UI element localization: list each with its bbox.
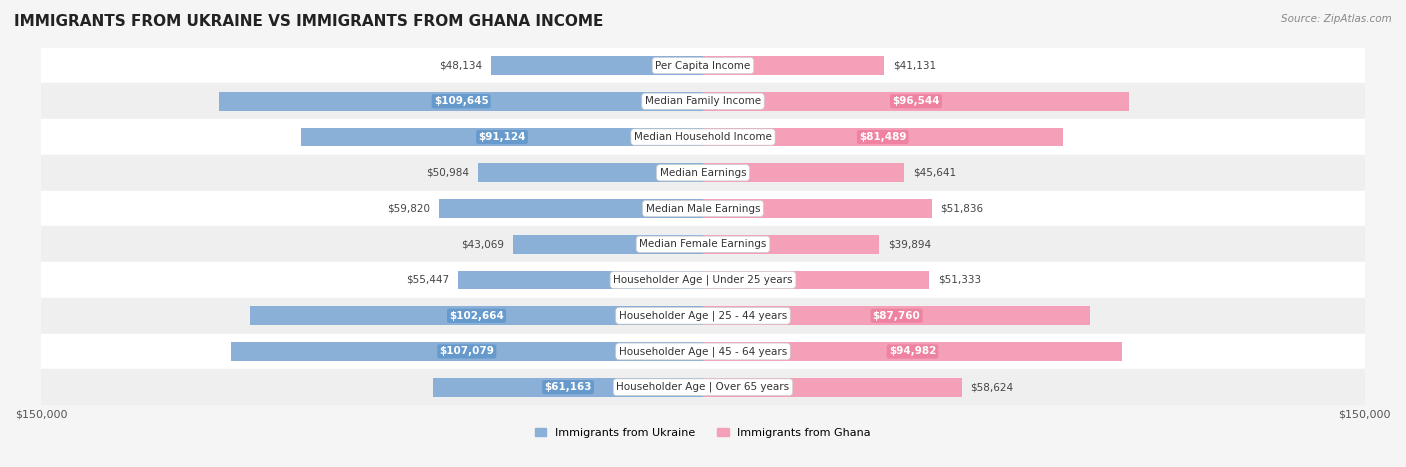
Text: $61,163: $61,163 xyxy=(544,382,592,392)
Text: Source: ZipAtlas.com: Source: ZipAtlas.com xyxy=(1281,14,1392,24)
Text: Householder Age | 45 - 64 years: Householder Age | 45 - 64 years xyxy=(619,346,787,357)
Text: Median Earnings: Median Earnings xyxy=(659,168,747,178)
Bar xyxy=(41,119,1365,155)
Text: Householder Age | Under 25 years: Householder Age | Under 25 years xyxy=(613,275,793,285)
Text: $51,836: $51,836 xyxy=(941,204,984,213)
Bar xyxy=(491,56,703,75)
Bar xyxy=(513,235,703,254)
Bar xyxy=(703,199,932,218)
Text: $109,645: $109,645 xyxy=(434,96,488,106)
Bar xyxy=(41,262,1365,298)
Text: IMMIGRANTS FROM UKRAINE VS IMMIGRANTS FROM GHANA INCOME: IMMIGRANTS FROM UKRAINE VS IMMIGRANTS FR… xyxy=(14,14,603,29)
Text: $59,820: $59,820 xyxy=(387,204,430,213)
Text: $96,544: $96,544 xyxy=(893,96,939,106)
Text: $102,664: $102,664 xyxy=(449,311,503,321)
Text: $48,134: $48,134 xyxy=(439,61,482,71)
Bar xyxy=(301,127,703,147)
Text: $51,333: $51,333 xyxy=(938,275,981,285)
Text: $58,624: $58,624 xyxy=(970,382,1014,392)
Bar xyxy=(703,378,962,396)
Bar xyxy=(703,342,1122,361)
Bar xyxy=(458,270,703,290)
Bar xyxy=(41,84,1365,119)
Text: $94,982: $94,982 xyxy=(889,347,936,356)
Bar xyxy=(703,306,1090,325)
Bar xyxy=(219,92,703,111)
Bar xyxy=(41,369,1365,405)
Bar xyxy=(41,333,1365,369)
Text: $43,069: $43,069 xyxy=(461,239,505,249)
Bar xyxy=(41,155,1365,191)
Text: $91,124: $91,124 xyxy=(478,132,526,142)
Bar xyxy=(703,92,1129,111)
Text: $81,489: $81,489 xyxy=(859,132,907,142)
Text: $107,079: $107,079 xyxy=(439,347,495,356)
Bar xyxy=(703,56,884,75)
Text: $87,760: $87,760 xyxy=(873,311,921,321)
Bar xyxy=(41,48,1365,84)
Bar xyxy=(433,378,703,396)
Text: Per Capita Income: Per Capita Income xyxy=(655,61,751,71)
Text: $55,447: $55,447 xyxy=(406,275,450,285)
Bar xyxy=(478,163,703,182)
Bar xyxy=(41,191,1365,226)
Bar xyxy=(250,306,703,325)
Text: $41,131: $41,131 xyxy=(893,61,936,71)
Legend: Immigrants from Ukraine, Immigrants from Ghana: Immigrants from Ukraine, Immigrants from… xyxy=(530,424,876,442)
Bar xyxy=(41,298,1365,333)
Bar xyxy=(41,226,1365,262)
Text: $50,984: $50,984 xyxy=(426,168,470,178)
Bar xyxy=(231,342,703,361)
Bar xyxy=(439,199,703,218)
Bar xyxy=(703,163,904,182)
Text: Median Family Income: Median Family Income xyxy=(645,96,761,106)
Text: Median Household Income: Median Household Income xyxy=(634,132,772,142)
Bar xyxy=(703,270,929,290)
Text: $45,641: $45,641 xyxy=(912,168,956,178)
Text: Median Male Earnings: Median Male Earnings xyxy=(645,204,761,213)
Bar xyxy=(703,127,1063,147)
Text: Median Female Earnings: Median Female Earnings xyxy=(640,239,766,249)
Bar xyxy=(703,235,879,254)
Text: Householder Age | Over 65 years: Householder Age | Over 65 years xyxy=(616,382,790,392)
Text: Householder Age | 25 - 44 years: Householder Age | 25 - 44 years xyxy=(619,311,787,321)
Text: $39,894: $39,894 xyxy=(887,239,931,249)
